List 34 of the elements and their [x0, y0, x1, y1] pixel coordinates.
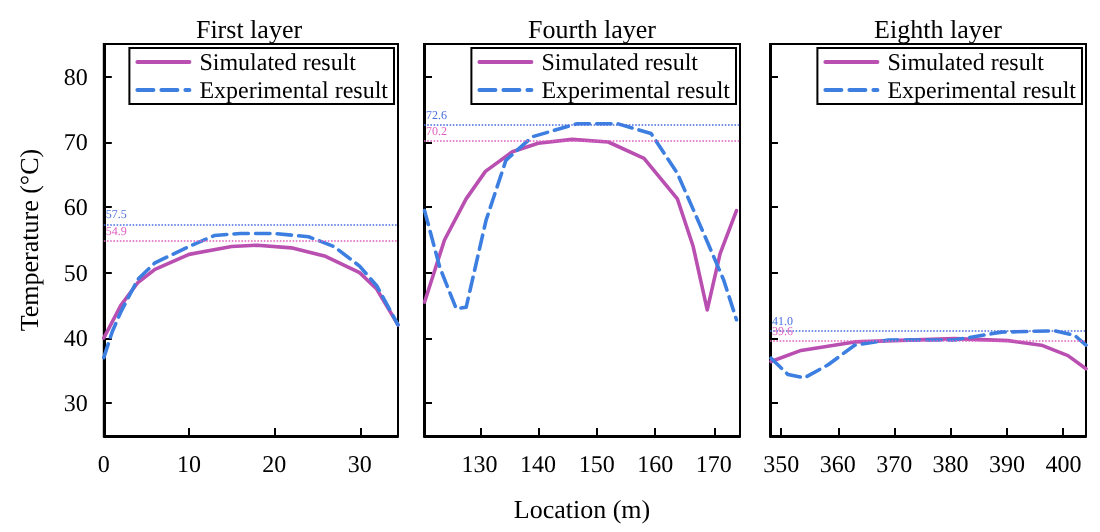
y-tick-label: 30 [63, 389, 88, 418]
x-tick-label: 350 [763, 450, 800, 478]
x-tick-label: 0 [97, 450, 110, 478]
x-tick-label: 370 [876, 450, 913, 478]
legend-label: Simulated result [887, 48, 1046, 76]
x-tick-label: 30 [347, 450, 372, 478]
chart-title: Eighth layer [874, 14, 1004, 44]
x-tick-label: 150 [578, 450, 615, 478]
legend-label: Experimental result [887, 76, 1078, 104]
x-tick-label: 140 [520, 450, 557, 478]
x-tick-label: 400 [1045, 450, 1082, 478]
y-tick-label: 40 [63, 324, 88, 352]
legend-label: Simulated result [199, 48, 358, 76]
x-tick-label: 170 [695, 450, 732, 478]
x-axis-title: Location (m) [513, 494, 651, 524]
legend-label: Simulated result [541, 48, 700, 76]
y-tick-label: 70 [63, 128, 88, 156]
legend-label: Experimental result [541, 76, 732, 104]
x-tick-label: 390 [989, 450, 1025, 478]
y-axis-title: Temperature (°C) [14, 148, 44, 332]
y-tick-label: 50 [63, 258, 88, 287]
y-tick-label: 60 [63, 193, 88, 222]
y-tick-label: 80 [63, 62, 88, 91]
x-tick-label: 160 [637, 450, 674, 478]
x-tick-label: 10 [177, 450, 202, 478]
x-tick-label: 360 [819, 450, 856, 478]
legend-label: Experimental result [199, 76, 390, 104]
x-tick-label: 380 [932, 450, 969, 478]
line-series [102, 231, 400, 360]
x-tick-label: 20 [262, 450, 287, 478]
chart-title: Fourth layer [528, 14, 658, 44]
chart-title: First layer [195, 14, 304, 44]
x-tick-label: 130 [461, 450, 498, 478]
line-series [102, 243, 400, 340]
